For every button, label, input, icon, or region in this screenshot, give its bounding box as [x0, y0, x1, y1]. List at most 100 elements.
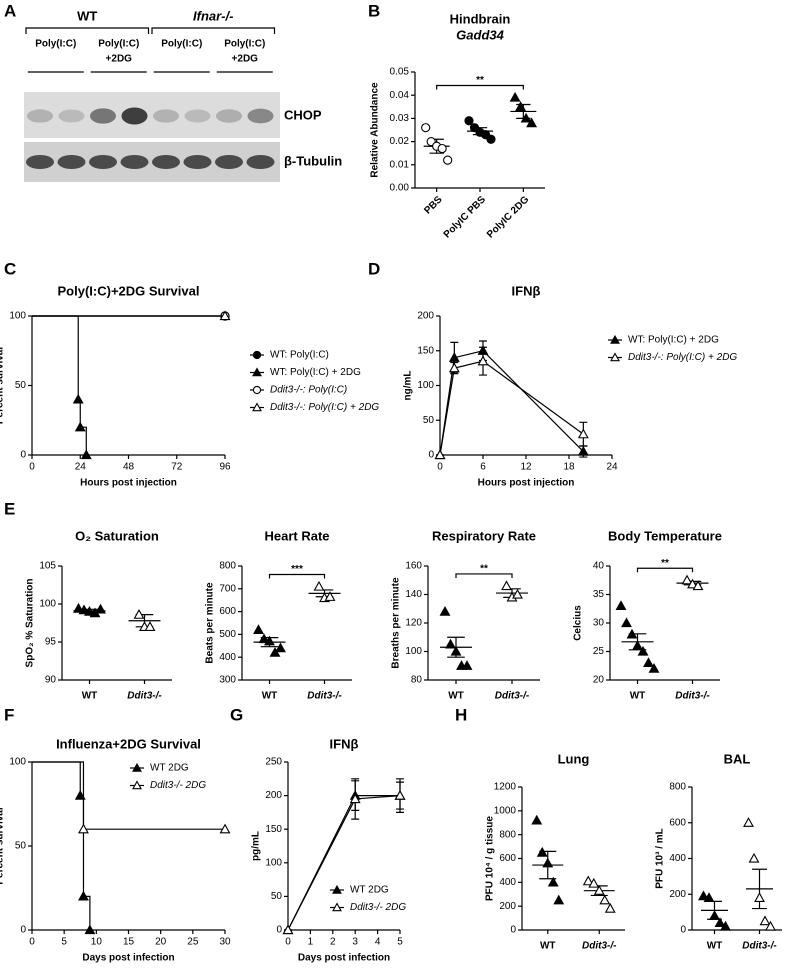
point	[515, 101, 527, 111]
point	[526, 117, 538, 128]
survival-line	[32, 315, 87, 455]
band	[152, 155, 180, 169]
x-tick-label: 48	[123, 462, 135, 473]
point	[324, 591, 336, 601]
chart-title: Poly(I:C)+2DG Survival	[58, 283, 200, 298]
band	[89, 155, 117, 169]
y-tick-label: 50	[423, 415, 435, 426]
point	[264, 635, 275, 646]
band	[153, 109, 179, 123]
band-label: β-Tubulin	[284, 153, 342, 168]
band	[216, 109, 242, 123]
y-tick-label: 50	[271, 891, 283, 902]
point	[74, 789, 86, 800]
point	[282, 924, 294, 935]
point	[648, 662, 660, 673]
x-tick-label: 4	[375, 937, 381, 948]
point	[692, 580, 704, 591]
y-tick-label: 150	[417, 345, 434, 356]
lane-label: Poly(I:C)	[224, 39, 265, 50]
x-tick-label: Ddit3-/-	[675, 691, 710, 702]
point	[604, 902, 616, 913]
x-tick-label: Ddit3-/-	[127, 691, 162, 702]
y-tick-label: 600	[499, 853, 516, 864]
significance-bracket	[268, 573, 326, 579]
point	[84, 605, 95, 616]
point	[512, 588, 523, 599]
point	[132, 780, 142, 790]
panel-letter: H	[455, 705, 467, 724]
x-tick-label: Ddit3-/-	[307, 691, 342, 702]
y-tick-label: 400	[669, 853, 686, 864]
point	[313, 580, 325, 591]
y-tick-label: 250	[265, 757, 282, 768]
y-tick-label: 600	[669, 817, 686, 828]
point	[542, 857, 554, 868]
legend-label: WT: Poly(I:C)	[270, 350, 329, 361]
y-tick-label: 700	[219, 583, 236, 594]
x-tick-label: 10	[91, 937, 103, 948]
point	[610, 352, 620, 362]
legend-label: WT 2DG	[150, 763, 189, 774]
point	[610, 334, 620, 344]
group-label: Ifnar-/-	[193, 8, 233, 23]
point	[577, 445, 589, 456]
significance-label: **	[661, 558, 669, 569]
y-axis-label: Celcius	[573, 605, 584, 641]
y-tick-label: 100	[9, 311, 26, 322]
y-tick-label: 0	[276, 925, 282, 936]
panel-letter: G	[230, 705, 243, 724]
y-axis-label: Beats per minute	[205, 582, 216, 664]
legend-label: WT: Poly(I:C) + 2DG	[628, 335, 719, 346]
x-tick-label: 25	[187, 937, 199, 948]
point	[74, 421, 86, 432]
x-tick-label: 20	[155, 937, 167, 948]
y-axis-label: Breaths per minute	[391, 577, 402, 669]
y-tick-label: 500	[219, 629, 236, 640]
panel-letter: B	[368, 1, 380, 20]
chart-title: Lung	[558, 751, 590, 766]
point	[434, 449, 446, 460]
point	[748, 852, 760, 863]
point	[95, 603, 106, 614]
significance-label: ***	[291, 564, 303, 575]
y-tick-label: 25	[593, 646, 605, 657]
y-tick-label: 160	[405, 561, 422, 572]
band	[58, 109, 85, 123]
point	[80, 449, 92, 460]
point	[754, 892, 765, 902]
y-tick-label: 0	[20, 925, 26, 936]
y-tick-label: 0.00	[390, 183, 410, 194]
legend-label: Ddit3-/- 2DG	[350, 902, 406, 913]
point	[252, 385, 262, 395]
point	[219, 310, 231, 321]
x-tick-label: 5	[397, 937, 403, 948]
point	[547, 876, 559, 887]
point	[252, 367, 262, 377]
point	[84, 924, 96, 935]
chart-title: BAL	[724, 751, 751, 766]
y-tick-label: 200	[669, 889, 686, 900]
point	[349, 793, 361, 804]
point	[439, 605, 451, 616]
x-tick-label: 24	[606, 462, 618, 473]
blot-chop	[24, 92, 280, 138]
y-tick-label: 800	[669, 782, 686, 793]
y-tick-label: 800	[499, 829, 516, 840]
x-tick-label: WT	[707, 941, 723, 952]
chart-title: Hindbrain	[450, 11, 511, 26]
point	[252, 402, 262, 412]
lane-label: +2DG	[232, 54, 259, 65]
chart-title: Heart Rate	[264, 528, 329, 543]
point	[477, 355, 489, 366]
panel-letter: C	[4, 259, 16, 278]
x-tick-label: 0	[29, 462, 35, 473]
point	[577, 428, 589, 439]
x-tick-label: WT	[540, 941, 556, 952]
point	[78, 604, 90, 615]
point	[593, 885, 605, 895]
x-tick-label: 6	[480, 462, 486, 473]
x-tick-label: 72	[171, 462, 183, 473]
legend-label: WT: Poly(I:C) + 2DG	[270, 367, 361, 378]
point	[275, 642, 286, 653]
